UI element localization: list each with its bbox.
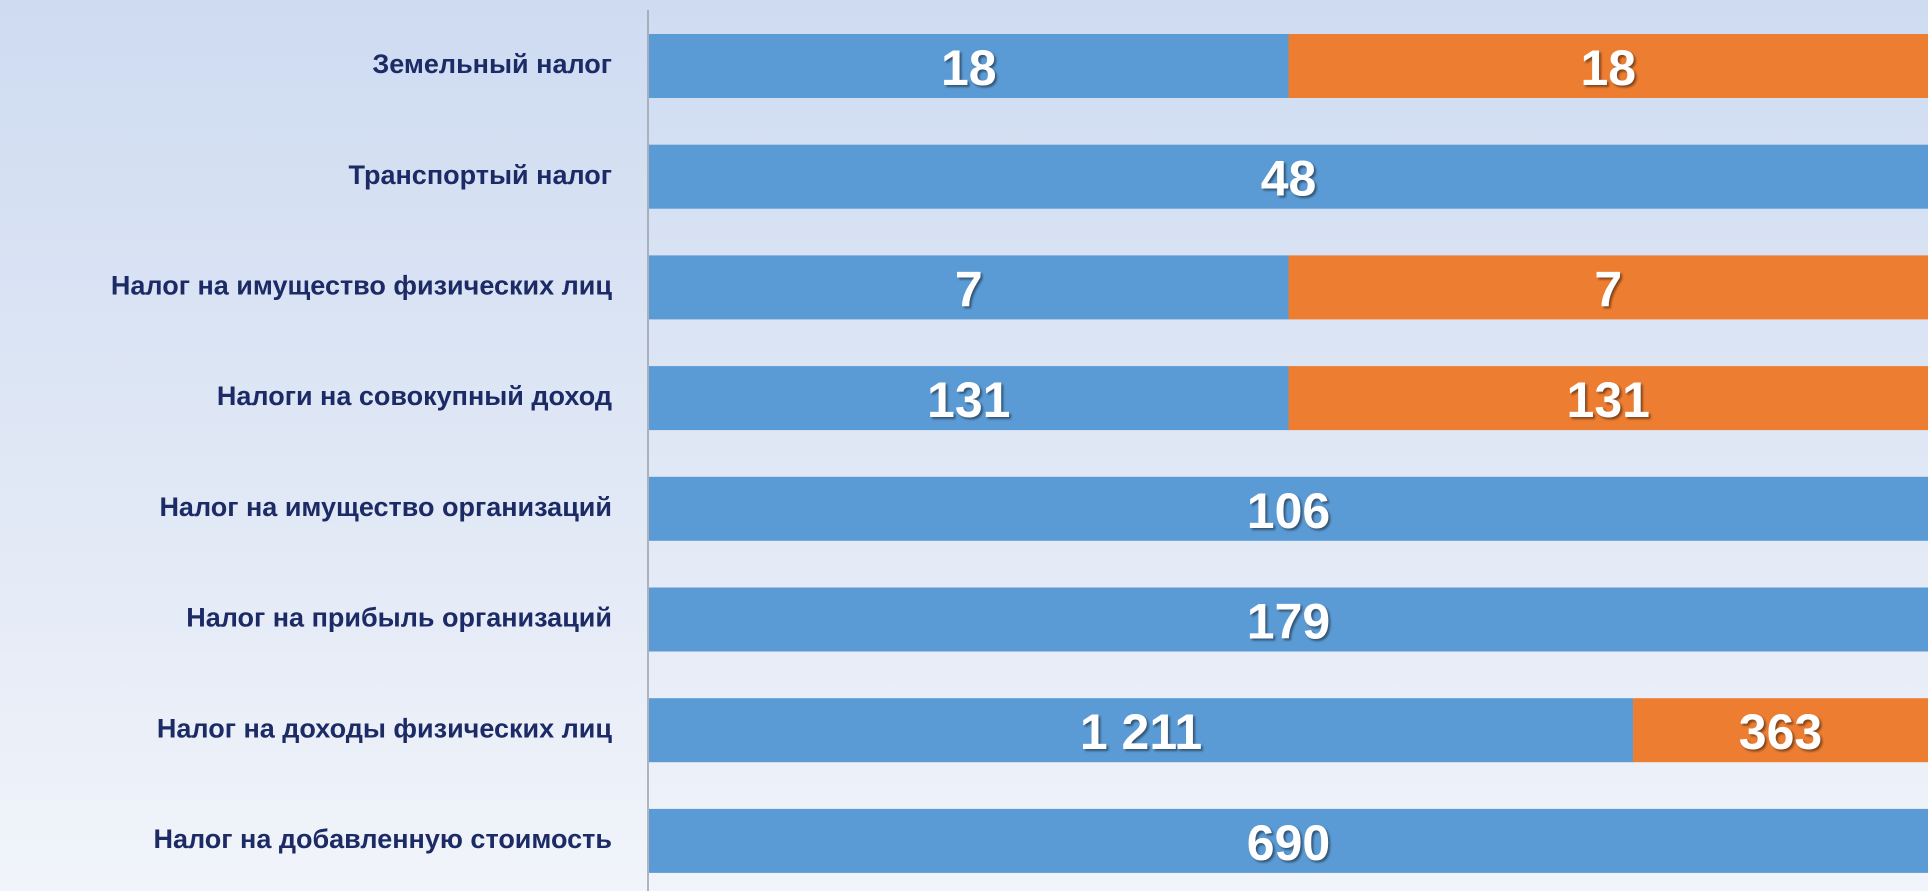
value-label: 1 211 <box>1080 704 1202 760</box>
bar-segment <box>649 476 1928 541</box>
category-label: Налог на добавленную стоимость <box>153 824 612 854</box>
value-label: 18 <box>1580 40 1636 96</box>
category-label: Налог на имущество физических лиц <box>111 271 612 301</box>
bar-segment <box>649 808 1928 873</box>
value-label: 106 <box>1247 483 1330 539</box>
bar-segment <box>1633 698 1928 763</box>
category-label: Налог на прибыль организаций <box>186 603 612 633</box>
bar-segment <box>649 587 1928 652</box>
bar-segment <box>649 144 1928 209</box>
category-label: Налоги на совокупный доход <box>217 381 612 411</box>
value-label: 690 <box>1247 815 1330 871</box>
value-label: 7 <box>955 261 983 317</box>
bar-segment <box>649 34 1289 98</box>
value-label: 48 <box>1261 151 1317 207</box>
value-label: 363 <box>1739 704 1822 760</box>
bar-segment <box>649 255 1289 320</box>
category-label: Налог на доходы физических лиц <box>157 713 612 743</box>
bar-segment <box>1288 34 1928 98</box>
value-label: 131 <box>927 372 1010 428</box>
bar-segment <box>649 366 1289 431</box>
category-label: Транспортый налог <box>349 160 612 190</box>
bar-segment <box>1288 255 1928 320</box>
value-label: 131 <box>1567 372 1650 428</box>
value-label: 18 <box>941 40 997 96</box>
value-label: 179 <box>1247 594 1330 650</box>
category-label: Земельный налог <box>372 49 612 79</box>
category-label: Налог на имущество организаций <box>159 492 612 522</box>
bar-segment <box>1288 366 1928 431</box>
value-label: 7 <box>1594 261 1622 317</box>
bar-segment <box>649 698 1634 763</box>
